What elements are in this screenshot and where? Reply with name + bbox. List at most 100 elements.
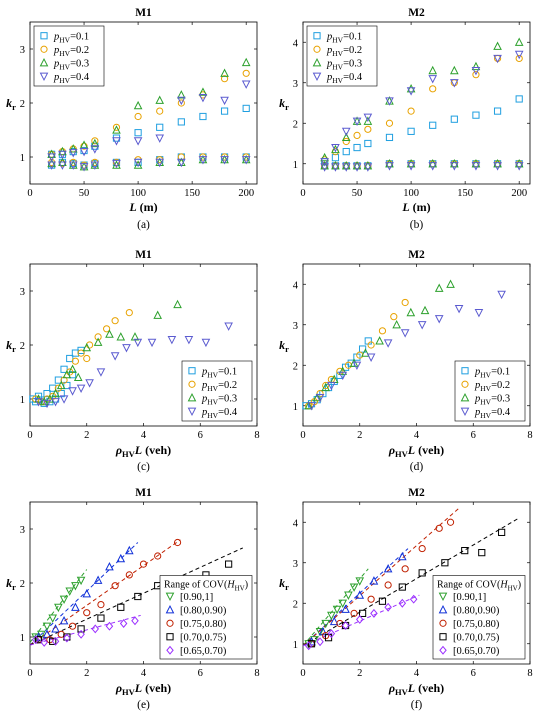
data-point: [71, 602, 80, 611]
data-point: [96, 368, 106, 377]
data-point: [401, 565, 409, 573]
data-point: [420, 305, 430, 315]
data-point: [103, 325, 111, 333]
data-point: [514, 158, 524, 168]
data-point: [117, 603, 125, 611]
y-axis-label: kr: [6, 338, 16, 354]
data-point: [112, 125, 121, 134]
data-point: [375, 336, 384, 345]
data-point: [47, 153, 56, 162]
data-point: [241, 57, 251, 67]
x-tick-label: 4: [414, 668, 420, 679]
data-point: [199, 112, 207, 121]
legend-marker: [439, 619, 447, 627]
x-tick-label: 100: [130, 188, 146, 199]
data-point: [338, 366, 348, 375]
data-point: [125, 571, 133, 579]
data-point: [493, 162, 502, 171]
legend-marker: [39, 57, 49, 67]
data-point: [133, 100, 143, 110]
data-point: [515, 95, 523, 103]
data-point: [93, 575, 103, 584]
data-point: [409, 594, 418, 604]
data-point: [97, 614, 105, 622]
data-point: [471, 67, 481, 76]
data-point: [428, 65, 438, 75]
data-point: [331, 144, 340, 154]
data-point: [43, 390, 51, 398]
data-point: [77, 349, 85, 357]
data-point: [441, 559, 449, 567]
data-point: [66, 354, 74, 363]
data-point: [355, 590, 365, 599]
legend-label: [0.75,0.80): [180, 619, 227, 630]
data-point: [76, 384, 86, 393]
data-point: [474, 309, 484, 318]
data-point: [34, 636, 43, 644]
data-point: [331, 163, 340, 172]
legend-label: pHV=0.3: [474, 393, 510, 406]
data-point: [320, 163, 329, 172]
data-point: [341, 621, 350, 631]
data-point: [242, 69, 250, 77]
y-axis-label: kr: [6, 576, 16, 592]
data-point: [125, 309, 133, 317]
data-point: [242, 104, 250, 113]
legend-label: pHV=0.2: [474, 380, 510, 393]
x-tick-label: 0: [300, 188, 305, 199]
data-point: [177, 158, 186, 168]
data-point: [105, 621, 114, 631]
legend-label: pHV=0.2: [326, 45, 362, 58]
legend-marker: [312, 72, 322, 82]
data-point: [112, 159, 121, 169]
data-point: [54, 376, 62, 384]
data-point: [80, 142, 88, 150]
data-point: [385, 133, 394, 142]
data-point: [90, 161, 100, 170]
data-point: [446, 518, 455, 526]
data-point: [82, 342, 92, 352]
legend-marker: [40, 32, 48, 40]
legend-label: [0.75,0.80): [453, 619, 500, 630]
data-point: [428, 158, 438, 168]
chart-panel-d: 0 2 4 6 8 1 2 3 4 M2 ρHVL (veh) kr (d) pHV=0.1pHV=0.2…: [279, 249, 533, 473]
data-point: [58, 161, 67, 170]
data-point: [320, 152, 329, 162]
data-point: [478, 549, 486, 557]
data-point: [329, 616, 339, 626]
y-tick-label: 2: [293, 361, 298, 372]
legend-marker: [439, 633, 447, 641]
x-tick-label: 2: [84, 430, 89, 441]
x-axis-label: ρHVL (veh): [115, 681, 171, 697]
data-point: [59, 395, 69, 404]
data-point: [177, 118, 185, 126]
data-point: [398, 598, 407, 608]
data-point: [56, 380, 66, 390]
data-point: [418, 569, 426, 577]
y-tick-label: 3: [293, 321, 298, 332]
data-point: [370, 608, 378, 618]
data-point: [134, 592, 142, 601]
data-point: [418, 544, 426, 553]
data-point: [435, 524, 443, 532]
data-point: [91, 624, 100, 634]
y-axis-label: kr: [279, 576, 289, 592]
data-point: [134, 112, 142, 121]
data-point: [112, 123, 121, 131]
data-point: [493, 158, 502, 168]
panel-label: (d): [410, 461, 424, 473]
y-tick-label: 4: [293, 280, 299, 291]
data-point: [42, 622, 52, 631]
data-point: [366, 353, 376, 362]
data-point: [51, 388, 60, 398]
data-point: [515, 54, 523, 63]
data-point: [353, 131, 361, 139]
x-tick-label: 50: [79, 188, 90, 199]
data-point: [155, 158, 165, 168]
data-point: [383, 564, 393, 573]
legend-marker: [187, 407, 197, 417]
data-point: [493, 41, 502, 50]
data-point: [105, 562, 114, 571]
data-point: [68, 364, 77, 373]
